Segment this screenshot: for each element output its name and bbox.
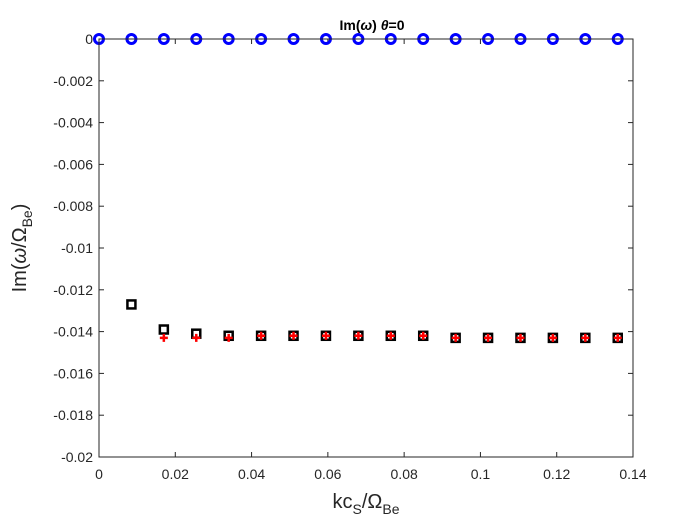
x-tick-label: 0.08	[391, 466, 418, 482]
axis-ticks: 0 0.02 0.04 0.06 0.08 0.1 0.12 0.14 0 -0.002 -0.00…	[53, 31, 647, 482]
plus-point	[548, 333, 557, 342]
y-tick-label: -0.002	[53, 73, 93, 89]
plus-point	[484, 333, 493, 342]
y-tick-label: -0.008	[53, 198, 93, 214]
y-tick-label: -0.02	[61, 449, 93, 465]
x-tick-label: 0.1	[471, 466, 491, 482]
square-point	[126, 299, 137, 310]
y-tick-label: 0	[85, 31, 93, 47]
x-tick-label: 0	[95, 466, 103, 482]
plus-point	[321, 331, 330, 340]
plus-point	[192, 333, 201, 342]
plus-point	[516, 333, 525, 342]
plus-point	[354, 331, 363, 340]
plus-point	[419, 331, 428, 340]
x-tick-label: 0.14	[619, 466, 646, 482]
x-tick-label: 0.12	[543, 466, 570, 482]
y-tick-label: -0.006	[53, 156, 93, 172]
plot-frame	[98, 38, 634, 458]
plus-point	[257, 331, 266, 340]
plus-point	[224, 333, 233, 342]
x-tick-label: 0.04	[238, 466, 265, 482]
y-tick-label: -0.012	[53, 282, 93, 298]
plus-point	[581, 333, 590, 342]
y-axis-label: Im(ω/ΩBe)	[9, 204, 35, 293]
plus-point	[159, 333, 168, 342]
plus-point	[289, 331, 298, 340]
plus-point	[451, 333, 460, 342]
chart-title: Im(ω) θ=0	[339, 17, 404, 33]
x-tick-label: 0.06	[314, 466, 341, 482]
x-axis-label: kcS/ΩBe	[333, 491, 400, 517]
y-tick-label: -0.01	[61, 240, 93, 256]
y-tick-label: -0.016	[53, 365, 93, 381]
x-tick-label: 0.02	[162, 466, 189, 482]
y-tick-label: -0.004	[53, 115, 93, 131]
y-tick-label: -0.014	[53, 324, 93, 340]
plus-point	[613, 333, 622, 342]
square-point	[158, 324, 170, 335]
plus-point	[386, 331, 395, 340]
y-tick-label: -0.018	[53, 407, 93, 423]
plot-area	[99, 39, 633, 457]
